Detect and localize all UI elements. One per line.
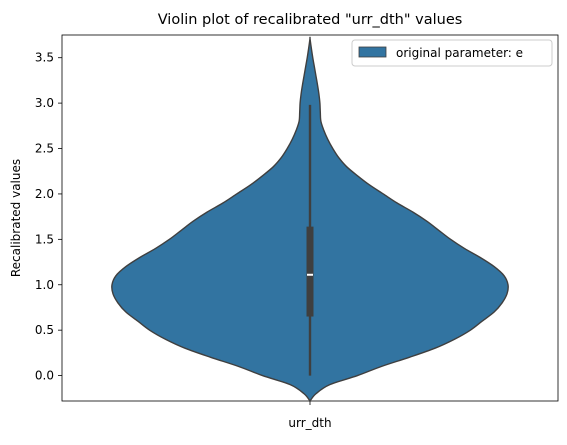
y-tick-label: 3.0 xyxy=(35,96,54,110)
legend-label: original parameter: e xyxy=(396,46,523,60)
x-tick-label: urr_dth xyxy=(288,416,331,430)
y-tick-label: 3.5 xyxy=(35,51,54,65)
violin-layer xyxy=(111,36,509,402)
iqr-box xyxy=(306,226,314,317)
y-tick-label: 1.0 xyxy=(35,278,54,292)
x-axis: urr_dth xyxy=(288,401,332,430)
y-tick-label: 2.0 xyxy=(35,187,54,201)
y-axis-label: Recalibrated values xyxy=(9,159,23,277)
y-tick-label: 2.5 xyxy=(35,142,54,156)
y-tick-label: 0.5 xyxy=(35,323,54,337)
legend-frame xyxy=(351,39,553,67)
y-tick-label: 0.0 xyxy=(35,369,54,383)
y-tick-label: 1.5 xyxy=(35,232,54,246)
legend: original parameter: e xyxy=(351,39,553,67)
legend-swatch xyxy=(358,46,387,58)
y-axis: 0.0 0.5 1.0 1.5 2.0 2.5 3.0 3.5 xyxy=(35,51,62,383)
chart-title: Violin plot of recalibrated "urr_dth" va… xyxy=(158,12,463,28)
